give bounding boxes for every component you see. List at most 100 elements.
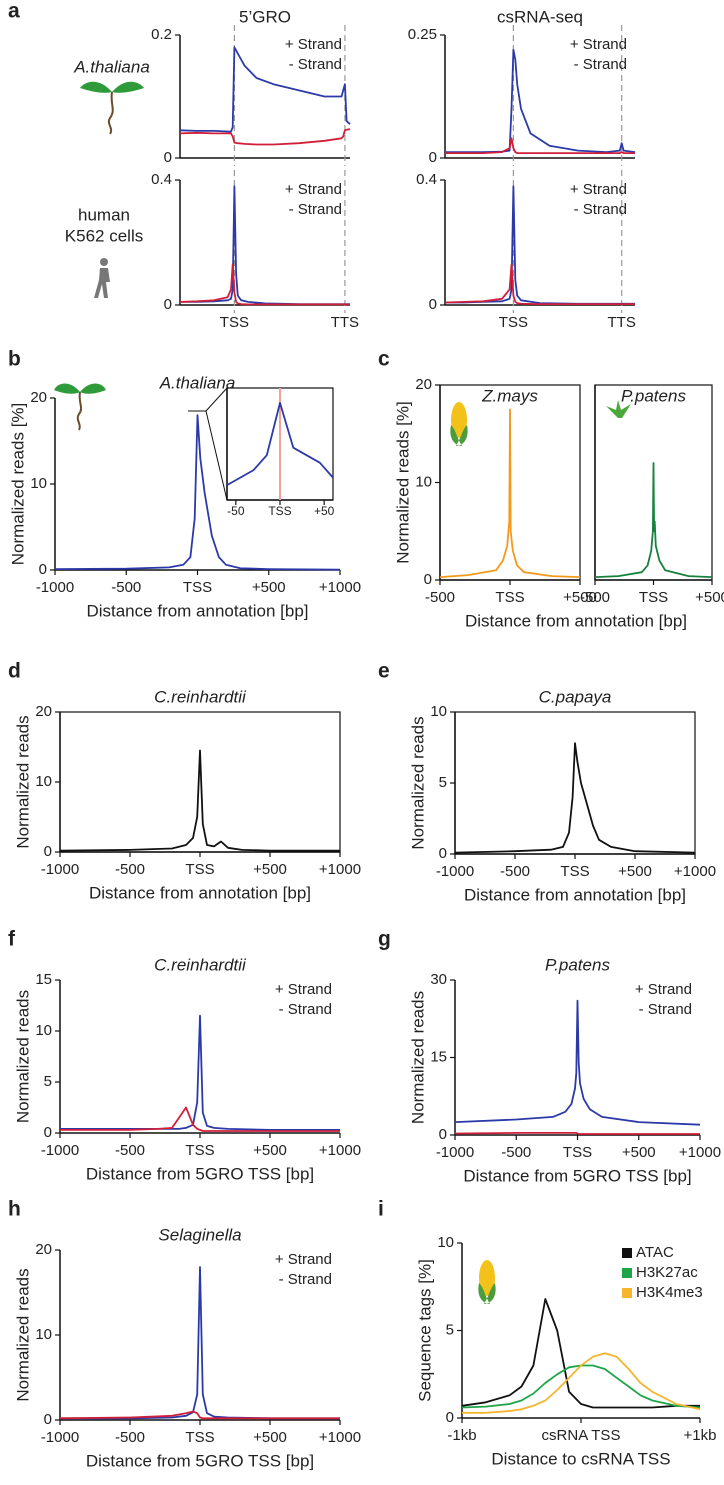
- legend-label: - Strand: [574, 56, 627, 73]
- y-tick-label: 0: [424, 571, 432, 588]
- y-axis-label: Normalized reads [%]: [8, 403, 27, 566]
- x-tick-label: TSS: [499, 314, 528, 331]
- plot-title: P.patens: [621, 386, 686, 405]
- panel-letter: e: [378, 660, 390, 683]
- y-tick-label: 0: [439, 1126, 447, 1143]
- x-tick-label: +500: [618, 863, 652, 880]
- y-tick-label: 0: [39, 561, 47, 578]
- data-line: [454, 999, 701, 1126]
- y-tick-label: 0: [164, 296, 172, 313]
- x-axis-label: Distance from 5GRO TSS [bp]: [86, 1451, 314, 1470]
- data-line: [461, 1364, 701, 1409]
- legend-label: ATAC: [636, 1244, 674, 1261]
- y-tick-label: 0: [429, 296, 437, 313]
- x-axis-label: Distance from 5GRO TSS [bp]: [86, 1164, 314, 1183]
- y-tick-label: 0: [164, 149, 172, 166]
- y-tick-label: 0: [429, 149, 437, 166]
- x-tick-label: -500: [580, 589, 610, 606]
- x-tick-label: -500: [115, 861, 145, 878]
- x-tick-label: TSS: [563, 1144, 592, 1161]
- legend-label: - Strand: [289, 56, 342, 73]
- y-tick-label: 20: [415, 376, 432, 393]
- y-tick-label: 15: [35, 971, 52, 988]
- data-line: [180, 185, 350, 305]
- x-tick-label: +1000: [674, 863, 716, 880]
- x-tick-label: -500: [115, 1142, 145, 1159]
- x-tick-label: -1000: [41, 861, 79, 878]
- y-axis-label: Normalized reads: [13, 1268, 32, 1401]
- y-tick-label: 5: [439, 774, 447, 791]
- x-tick-label: +1000: [679, 1144, 721, 1161]
- y-tick-label: 10: [415, 473, 432, 490]
- x-tick-label: TSS: [268, 504, 291, 518]
- x-tick-label: TSS: [495, 589, 524, 606]
- legend-label: + Strand: [635, 981, 692, 998]
- panel-letter: d: [8, 660, 21, 683]
- data-line: [445, 137, 635, 154]
- row-label: K562 cells: [65, 226, 143, 245]
- x-tick-label: -1kb: [447, 1427, 476, 1444]
- y-tick-label: 5: [446, 1321, 454, 1338]
- legend-swatch: [622, 1268, 632, 1278]
- y-axis-label: Sequence tags [%]: [415, 1259, 434, 1402]
- x-tick-label: TTS: [331, 314, 359, 331]
- panel-letter: f: [8, 928, 16, 951]
- x-tick-label: +50: [314, 504, 335, 518]
- x-tick-label: -500: [501, 1144, 531, 1161]
- plot-frame: [59, 711, 341, 853]
- panel-letter: c: [378, 348, 390, 371]
- row-label: A.thaliana: [73, 57, 150, 76]
- x-tick-label: -500: [111, 579, 141, 596]
- legend-label: + Strand: [570, 181, 627, 198]
- x-axis-label: Distance from annotation [bp]: [86, 601, 308, 620]
- y-tick-label: 0: [446, 1409, 454, 1426]
- seedling-icon: [80, 81, 144, 135]
- y-tick-label: 10: [35, 1326, 52, 1343]
- data-line: [60, 1014, 340, 1131]
- y-tick-label: 0: [44, 1124, 52, 1141]
- x-axis-label: Distance to csRNA TSS: [491, 1449, 670, 1468]
- legend-label: - Strand: [289, 201, 342, 218]
- panel-letter: i: [378, 1198, 384, 1221]
- x-tick-label: +1kb: [684, 1427, 717, 1444]
- human-icon: [94, 258, 110, 298]
- plot-title: A.thaliana: [159, 373, 236, 392]
- legend-label: + Strand: [285, 36, 342, 53]
- y-tick-label: 0.25: [408, 26, 437, 43]
- y-axis-label: Normalized reads: [13, 990, 32, 1123]
- panel-letter: a: [8, 0, 20, 23]
- x-tick-label: +500: [253, 861, 287, 878]
- y-tick-label: 10: [437, 1234, 454, 1251]
- y-axis-label: Normalized reads: [408, 991, 427, 1124]
- y-axis-label: Normalized reads [%]: [393, 401, 412, 564]
- y-tick-label: 0.4: [151, 171, 172, 188]
- y-tick-label: 5: [44, 1073, 52, 1090]
- x-tick-label: -500: [500, 863, 530, 880]
- y-tick-label: 30: [430, 971, 447, 988]
- zoom-connector: [188, 387, 228, 501]
- x-tick-label: -1000: [436, 863, 474, 880]
- x-tick-label: -1000: [41, 1429, 79, 1446]
- x-tick-label: +1000: [319, 1429, 361, 1446]
- x-tick-label: +500: [253, 1429, 287, 1446]
- y-axis-label: Normalized reads: [408, 716, 427, 849]
- data-line: [179, 46, 351, 133]
- legend-label: - Strand: [639, 1001, 692, 1018]
- data-line: [439, 408, 581, 578]
- data-line: [454, 1132, 700, 1135]
- x-tick-label: +500: [695, 589, 724, 606]
- x-tick-label: -500: [425, 589, 455, 606]
- y-axis-label: Normalized reads: [13, 715, 32, 848]
- plot-frame: [454, 711, 696, 855]
- data-line: [179, 128, 351, 146]
- maize-icon: [450, 402, 468, 446]
- y-tick-label: 0.4: [416, 171, 437, 188]
- legend-label: - Strand: [279, 1001, 332, 1018]
- legend-label: - Strand: [279, 1271, 332, 1288]
- legend-label: + Strand: [570, 36, 627, 53]
- x-axis-label: Distance from annotation [bp]: [465, 611, 687, 630]
- y-tick-label: 20: [35, 1241, 52, 1258]
- plot-title: csRNA-seq: [497, 7, 583, 26]
- legend-label: + Strand: [275, 981, 332, 998]
